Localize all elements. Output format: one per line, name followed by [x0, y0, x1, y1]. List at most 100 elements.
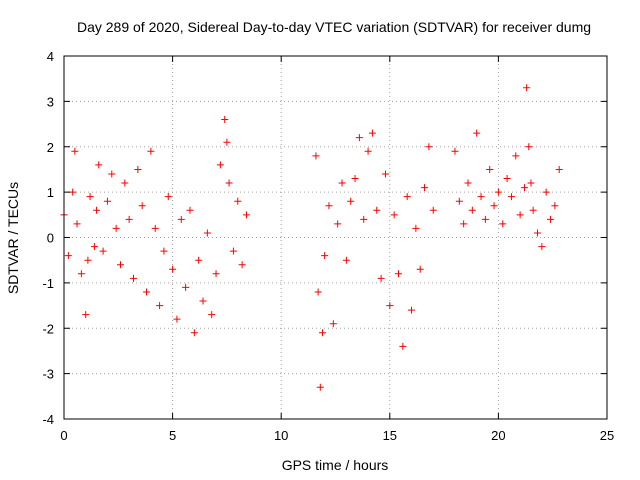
data-point [329, 320, 337, 328]
y-tick-label: -2 [42, 321, 54, 336]
data-point [477, 193, 485, 201]
data-point [93, 206, 101, 214]
x-tick-label: 0 [60, 428, 67, 443]
data-point [481, 215, 489, 223]
data-point [421, 184, 429, 192]
data-point [84, 256, 92, 264]
y-tick-label: -1 [42, 276, 54, 291]
data-point [399, 342, 407, 350]
data-point [520, 184, 528, 192]
x-tick-label: 15 [383, 428, 397, 443]
data-point [190, 329, 198, 337]
data-point [416, 265, 424, 273]
data-point [86, 193, 94, 201]
data-point [503, 175, 511, 183]
data-point [408, 306, 416, 314]
data-point [525, 143, 533, 151]
data-point [373, 206, 381, 214]
data-point [173, 315, 181, 323]
chart-title: Day 289 of 2020, Sidereal Day-to-day VTE… [77, 19, 591, 35]
data-point [355, 134, 363, 142]
y-axis-label: SDTVAR / TECUs [5, 182, 21, 294]
data-point [394, 270, 402, 278]
data-point [527, 179, 535, 187]
data-point [386, 302, 394, 310]
data-point [464, 179, 472, 187]
axis-ticks: 0 5 10 15 20 25 -4 -3 -2 -1 0 1 2 3 4 [42, 49, 614, 443]
data-point [542, 188, 550, 196]
data-point [516, 211, 524, 219]
grid-lines [64, 56, 607, 419]
data-point [223, 138, 231, 146]
data-point [364, 147, 372, 155]
data-point [494, 188, 502, 196]
data-point [429, 206, 437, 214]
data-point [216, 161, 224, 169]
y-tick-label: 0 [47, 231, 54, 246]
data-point [377, 274, 385, 282]
x-tick-label: 10 [274, 428, 288, 443]
data-point [360, 215, 368, 223]
data-point [160, 247, 168, 255]
data-point [368, 129, 376, 137]
x-tick-label: 25 [600, 428, 614, 443]
data-point [523, 84, 531, 92]
y-tick-label: -4 [42, 412, 54, 427]
data-point [95, 161, 103, 169]
data-point [77, 270, 85, 278]
data-point [551, 202, 559, 210]
data-point [314, 288, 322, 296]
data-point [121, 179, 129, 187]
data-point [208, 311, 216, 319]
x-axis-label: GPS time / hours [282, 457, 389, 473]
data-point [147, 147, 155, 155]
data-point [347, 197, 355, 205]
data-point [486, 165, 494, 173]
data-point [143, 288, 151, 296]
data-point [547, 215, 555, 223]
data-point [177, 215, 185, 223]
data-point [351, 175, 359, 183]
y-tick-label: 2 [47, 140, 54, 155]
data-point [381, 170, 389, 178]
data-points [60, 84, 563, 391]
data-point [338, 179, 346, 187]
data-point [203, 229, 211, 237]
data-point [234, 197, 242, 205]
data-point [164, 193, 172, 201]
y-tick-label: 3 [47, 94, 54, 109]
data-point [71, 147, 79, 155]
data-point [99, 247, 107, 255]
data-point [316, 383, 324, 391]
data-point [499, 220, 507, 228]
data-point [73, 220, 81, 228]
data-point [69, 188, 77, 196]
data-point [512, 152, 520, 160]
x-tick-label: 5 [169, 428, 176, 443]
data-point [212, 270, 220, 278]
data-point [195, 256, 203, 264]
data-point [507, 193, 515, 201]
x-tick-label: 20 [491, 428, 505, 443]
data-point [425, 143, 433, 151]
data-point [325, 202, 333, 210]
data-point [221, 116, 229, 124]
data-point [186, 206, 194, 214]
data-point [238, 261, 246, 269]
data-point [451, 147, 459, 155]
data-point [390, 211, 398, 219]
data-point [318, 329, 326, 337]
data-point [156, 302, 164, 310]
data-point [312, 152, 320, 160]
data-point [130, 274, 138, 282]
data-point [334, 220, 342, 228]
data-point [460, 220, 468, 228]
data-point [108, 170, 116, 178]
data-point [169, 265, 177, 273]
data-point [242, 211, 250, 219]
data-point [533, 229, 541, 237]
data-point [455, 197, 463, 205]
data-point [538, 243, 546, 251]
